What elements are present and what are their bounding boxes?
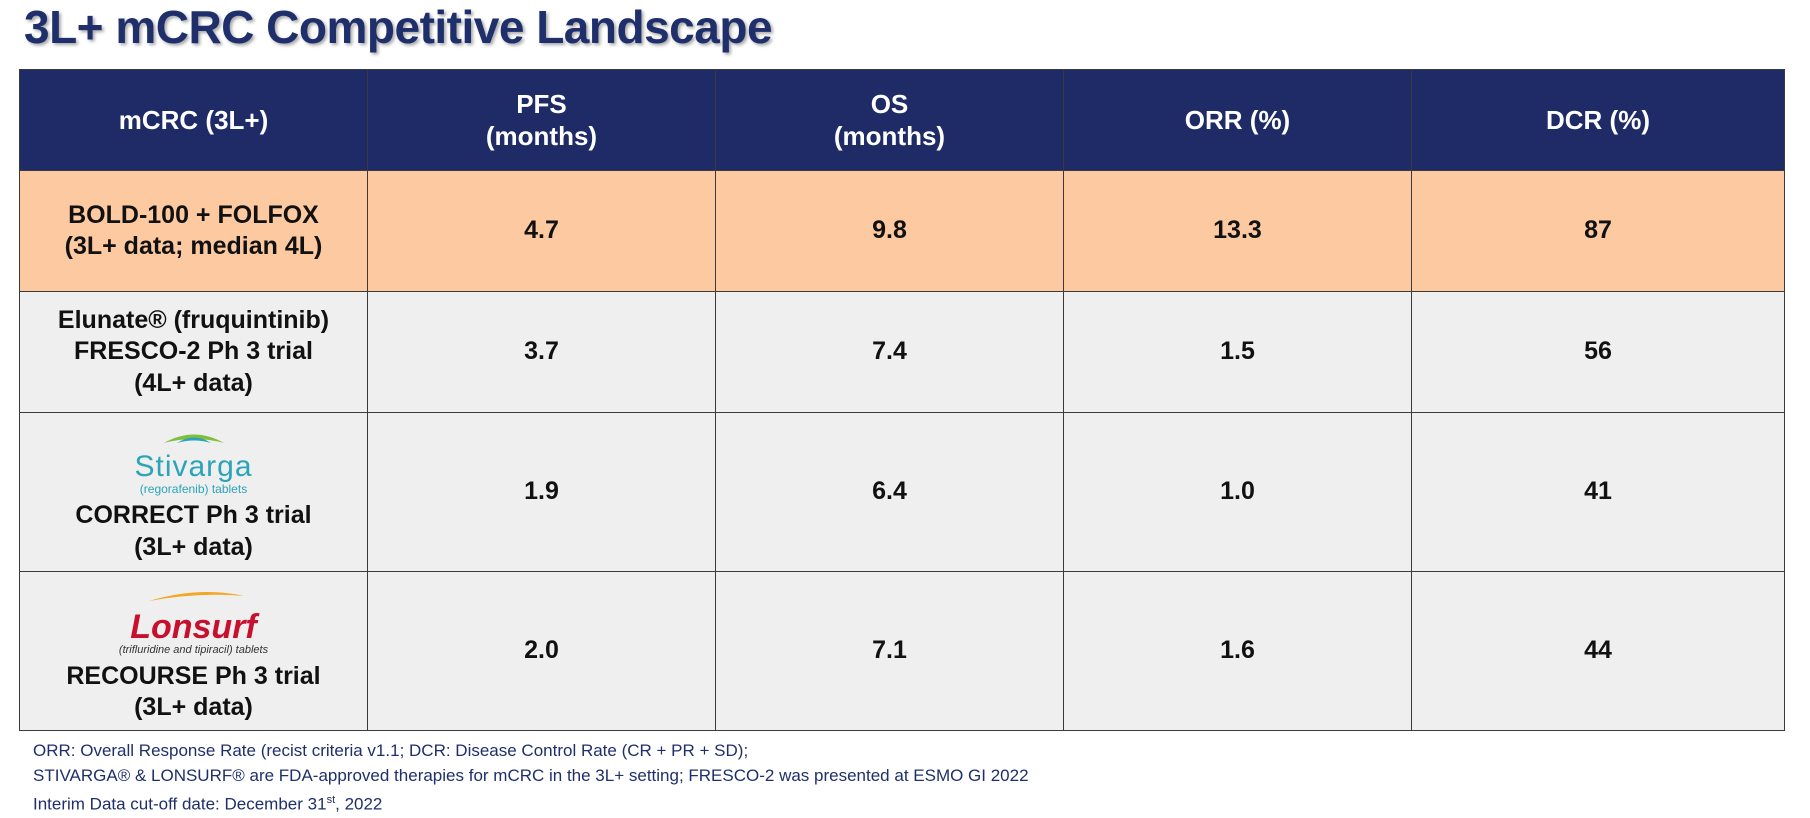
row-label-cell: BOLD-100 + FOLFOX (3L+ data; median 4L) bbox=[19, 170, 368, 292]
page-title: 3L+ mCRC Competitive Landscape bbox=[24, 1, 773, 53]
lonsurf-swoosh-icon bbox=[148, 591, 244, 601]
orr-cell: 1.0 bbox=[1063, 412, 1412, 572]
header-os-line1: OS bbox=[870, 88, 909, 119]
table-row-elunate: Elunate® (fruquintinib) FRESCO-2 Ph 3 tr… bbox=[19, 291, 1785, 413]
row-label-cell: Elunate® (fruquintinib) FRESCO-2 Ph 3 tr… bbox=[19, 291, 368, 413]
orr-cell: 1.6 bbox=[1063, 571, 1412, 731]
footnote-line: STIVARGA® & LONSURF® are FDA-approved th… bbox=[33, 766, 1029, 785]
footnote-line: Interim Data cut-off date: December 31st… bbox=[33, 788, 1029, 817]
row-label-line: CORRECT Ph 3 trial bbox=[75, 501, 312, 530]
table-row-lonsurf: Lonsurf (trifluridine and tipiracil) tab… bbox=[19, 571, 1785, 731]
header-mcrc-label: mCRC (3L+) bbox=[118, 104, 269, 135]
stivarga-brand-text: Stivarga bbox=[134, 450, 253, 484]
lonsurf-logo: Lonsurf (trifluridine and tipiracil) tab… bbox=[28, 579, 359, 657]
footnote-date-sup: st bbox=[326, 794, 336, 806]
footnote-line: ORR: Overall Response Rate (recist crite… bbox=[33, 741, 749, 760]
header-os: OS (months) bbox=[715, 69, 1064, 171]
pfs-cell: 3.7 bbox=[367, 291, 716, 413]
stivarga-logo: Stivarga (regorafenib) tablets bbox=[28, 421, 359, 496]
stivarga-sub-text: (regorafenib) tablets bbox=[139, 482, 248, 497]
stivarga-leaf-icon bbox=[163, 434, 224, 444]
row-label-line: Elunate® (fruquintinib) bbox=[57, 306, 330, 335]
row-label-line: (3L+ data; median 4L) bbox=[64, 232, 323, 260]
row-label-line: (3L+ data) bbox=[134, 693, 253, 722]
orr-cell: 1.5 bbox=[1063, 291, 1412, 413]
row-label-line: BOLD-100 + FOLFOX bbox=[68, 200, 319, 229]
header-mcrc: mCRC (3L+) bbox=[19, 69, 368, 171]
header-pfs-line2: (months) bbox=[485, 121, 598, 151]
header-pfs: PFS (months) bbox=[367, 69, 716, 171]
lonsurf-sub-text: (trifluridine and tipiracil) tablets bbox=[118, 643, 269, 656]
footnote-date-prefix: Interim Data cut-off date: December 31 bbox=[33, 794, 327, 814]
row-label-line: RECOURSE Ph 3 trial bbox=[66, 661, 321, 690]
dcr-cell: 41 bbox=[1411, 412, 1785, 572]
os-cell: 7.4 bbox=[715, 291, 1064, 413]
pfs-cell: 1.9 bbox=[367, 412, 716, 572]
pfs-cell: 4.7 bbox=[367, 170, 716, 292]
row-label-line: (4L+ data) bbox=[134, 368, 253, 397]
header-pfs-line1: PFS bbox=[516, 88, 567, 119]
lonsurf-brand-text: Lonsurf bbox=[130, 607, 257, 646]
footnotes: ORR: Overall Response Rate (recist crite… bbox=[33, 738, 1029, 817]
os-cell: 6.4 bbox=[715, 412, 1064, 572]
header-os-line2: (months) bbox=[833, 121, 946, 151]
row-label-cell: Stivarga (regorafenib) tablets CORRECT P… bbox=[19, 412, 368, 572]
dcr-cell: 44 bbox=[1411, 571, 1785, 731]
header-dcr: DCR (%) bbox=[1411, 69, 1785, 171]
header-orr: ORR (%) bbox=[1063, 69, 1412, 171]
orr-cell: 13.3 bbox=[1063, 170, 1412, 292]
os-cell: 9.8 bbox=[715, 170, 1064, 292]
pfs-cell: 2.0 bbox=[367, 571, 716, 731]
dcr-cell: 56 bbox=[1411, 291, 1785, 413]
row-label-cell: Lonsurf (trifluridine and tipiracil) tab… bbox=[19, 571, 368, 731]
row-label-line: FRESCO-2 Ph 3 trial bbox=[74, 337, 313, 366]
table-header-row: mCRC (3L+) PFS (months) OS (months) ORR … bbox=[19, 69, 1785, 171]
row-label-line: (3L+ data) bbox=[134, 532, 253, 561]
competitive-landscape-table: mCRC (3L+) PFS (months) OS (months) ORR … bbox=[19, 69, 1785, 731]
footnote-date-suffix: , 2022 bbox=[335, 794, 383, 814]
dcr-cell: 87 bbox=[1411, 170, 1785, 292]
header-dcr-label: DCR (%) bbox=[1546, 104, 1650, 135]
table-row-bold100: BOLD-100 + FOLFOX (3L+ data; median 4L) … bbox=[19, 170, 1785, 292]
header-orr-label: ORR (%) bbox=[1184, 104, 1291, 135]
table-row-stivarga: Stivarga (regorafenib) tablets CORRECT P… bbox=[19, 412, 1785, 572]
os-cell: 7.1 bbox=[715, 571, 1064, 731]
